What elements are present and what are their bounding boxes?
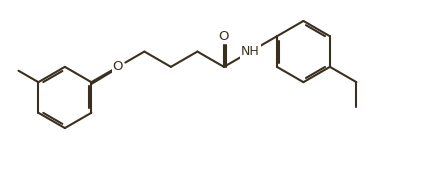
Text: O: O bbox=[218, 30, 229, 43]
Text: NH: NH bbox=[241, 45, 260, 58]
Text: O: O bbox=[113, 60, 123, 73]
